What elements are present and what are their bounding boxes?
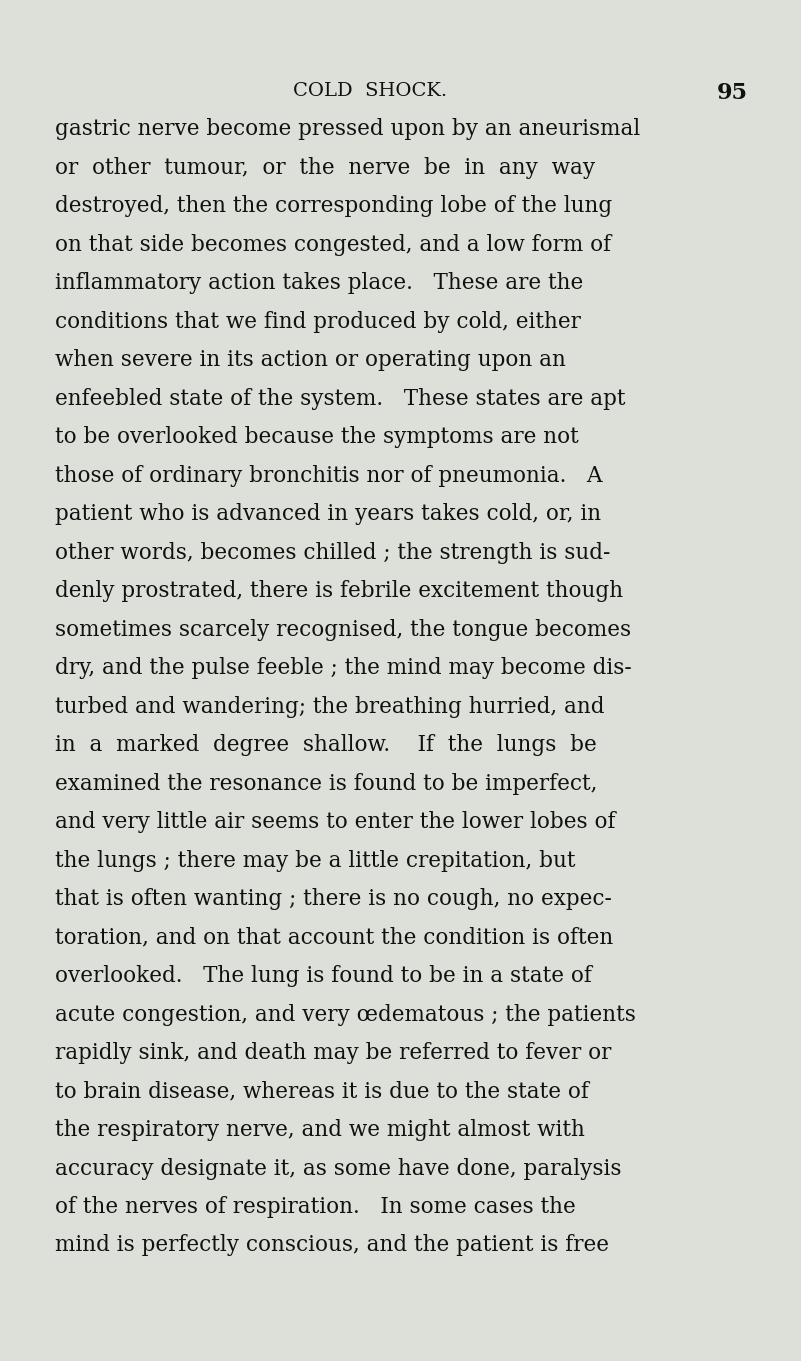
- Text: enfeebled state of the system.   These states are apt: enfeebled state of the system. These sta…: [55, 388, 626, 410]
- Text: to be overlooked because the symptoms are not: to be overlooked because the symptoms ar…: [55, 426, 579, 448]
- Text: those of ordinary bronchitis nor of pneumonia.   A: those of ordinary bronchitis nor of pneu…: [55, 464, 602, 486]
- Text: dry, and the pulse feeble ; the mind may become dis-: dry, and the pulse feeble ; the mind may…: [55, 657, 632, 679]
- Text: of the nerves of respiration.   In some cases the: of the nerves of respiration. In some ca…: [55, 1196, 576, 1218]
- Text: to brain disease, whereas it is due to the state of: to brain disease, whereas it is due to t…: [55, 1081, 589, 1102]
- Text: mind is perfectly conscious, and the patient is free: mind is perfectly conscious, and the pat…: [55, 1234, 609, 1256]
- Text: the respiratory nerve, and we might almost with: the respiratory nerve, and we might almo…: [55, 1119, 585, 1141]
- Text: accuracy designate it, as some have done, paralysis: accuracy designate it, as some have done…: [55, 1157, 622, 1180]
- Text: denly prostrated, there is febrile excitement though: denly prostrated, there is febrile excit…: [55, 580, 623, 602]
- Text: other words, becomes chilled ; the strength is sud-: other words, becomes chilled ; the stren…: [55, 542, 610, 563]
- Text: rapidly sink, and death may be referred to fever or: rapidly sink, and death may be referred …: [55, 1043, 611, 1064]
- Text: examined the resonance is found to be imperfect,: examined the resonance is found to be im…: [55, 773, 598, 795]
- Text: the lungs ; there may be a little crepitation, but: the lungs ; there may be a little crepit…: [55, 849, 575, 871]
- Text: that is often wanting ; there is no cough, no expec-: that is often wanting ; there is no coug…: [55, 887, 612, 911]
- Text: destroyed, then the corresponding lobe of the lung: destroyed, then the corresponding lobe o…: [55, 195, 612, 216]
- Text: on that side becomes congested, and a low form of: on that side becomes congested, and a lo…: [55, 234, 611, 256]
- Text: in  a  marked  degree  shallow.    If  the  lungs  be: in a marked degree shallow. If the lungs…: [55, 734, 597, 755]
- Text: acute congestion, and very œdematous ; the patients: acute congestion, and very œdematous ; t…: [55, 1003, 636, 1025]
- Text: patient who is advanced in years takes cold, or, in: patient who is advanced in years takes c…: [55, 504, 601, 525]
- Text: sometimes scarcely recognised, the tongue becomes: sometimes scarcely recognised, the tongu…: [55, 618, 631, 641]
- Text: toration, and on that account the condition is often: toration, and on that account the condit…: [55, 927, 614, 949]
- Text: overlooked.   The lung is found to be in a state of: overlooked. The lung is found to be in a…: [55, 965, 592, 987]
- Text: or  other  tumour,  or  the  nerve  be  in  any  way: or other tumour, or the nerve be in any …: [55, 157, 595, 178]
- Text: 95: 95: [717, 82, 748, 103]
- Text: and very little air seems to enter the lower lobes of: and very little air seems to enter the l…: [55, 811, 615, 833]
- Text: inflammatory action takes place.   These are the: inflammatory action takes place. These a…: [55, 272, 583, 294]
- Text: gastric nerve become pressed upon by an aneurismal: gastric nerve become pressed upon by an …: [55, 118, 640, 140]
- Text: conditions that we find produced by cold, either: conditions that we find produced by cold…: [55, 310, 581, 332]
- Text: COLD  SHOCK.: COLD SHOCK.: [293, 82, 447, 99]
- Text: turbed and wandering; the breathing hurried, and: turbed and wandering; the breathing hurr…: [55, 695, 605, 717]
- Text: when severe in its action or operating upon an: when severe in its action or operating u…: [55, 348, 566, 372]
